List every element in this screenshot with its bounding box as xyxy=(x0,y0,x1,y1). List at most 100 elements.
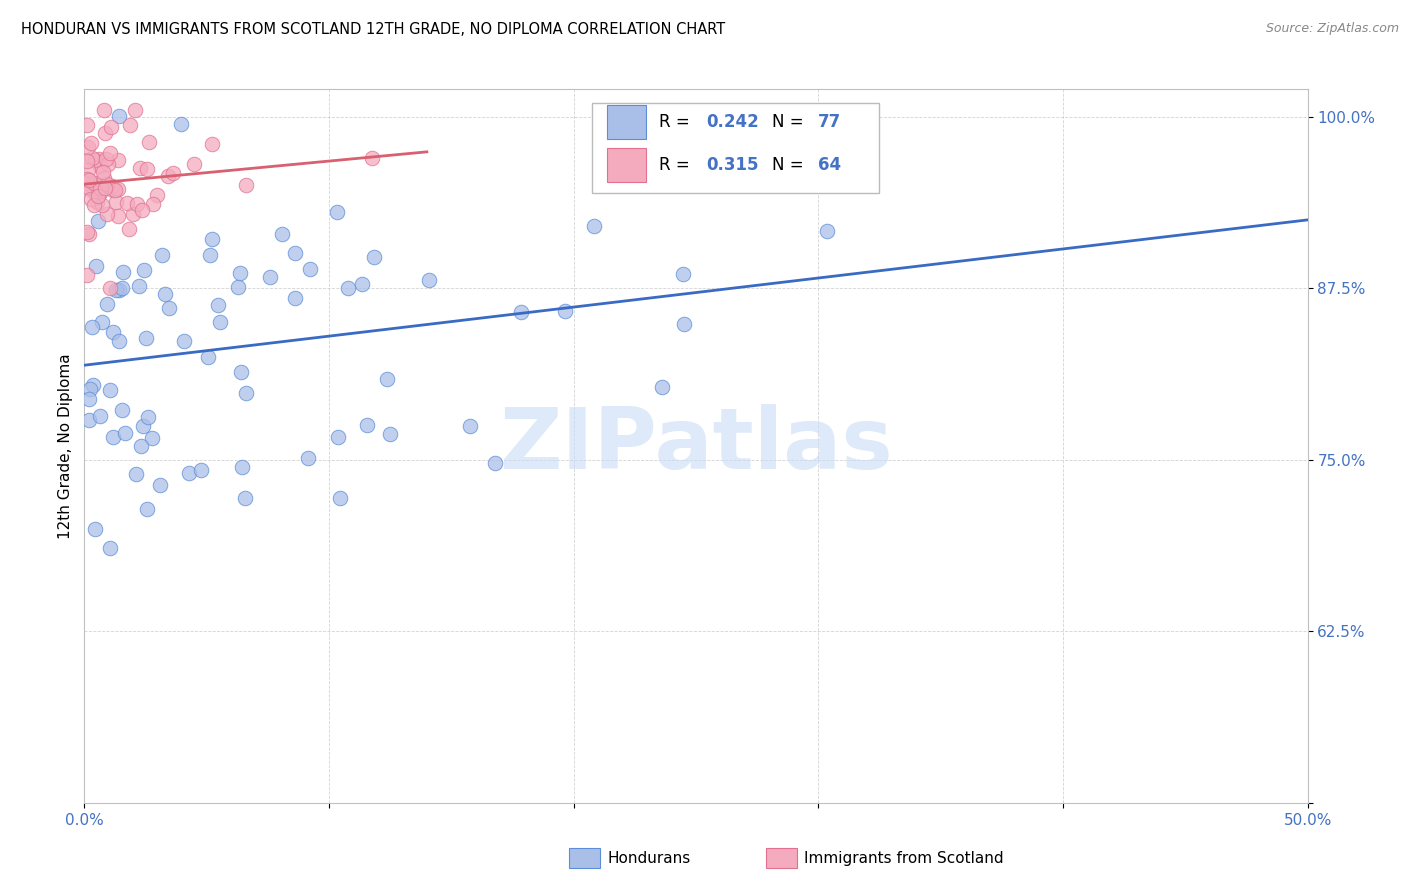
Point xyxy=(235,386,257,401)
Point xyxy=(79,180,101,194)
Text: 0.242: 0.242 xyxy=(706,113,758,131)
Point xyxy=(124,103,146,117)
Point xyxy=(83,153,105,167)
Point xyxy=(80,192,103,206)
Point xyxy=(84,259,107,273)
Point xyxy=(208,315,231,329)
Point xyxy=(91,198,114,212)
Point xyxy=(138,135,160,149)
Point xyxy=(98,541,121,555)
Point xyxy=(270,227,292,242)
Point xyxy=(82,320,104,334)
Point xyxy=(121,207,143,221)
Point xyxy=(297,451,319,466)
Point xyxy=(129,439,152,453)
Point xyxy=(89,186,111,200)
Point xyxy=(111,403,134,417)
Point xyxy=(226,279,249,293)
Point xyxy=(173,334,195,348)
Point xyxy=(82,184,104,198)
Point xyxy=(98,146,121,161)
Point xyxy=(83,197,105,211)
Point xyxy=(103,429,125,443)
Point xyxy=(356,417,378,432)
Point xyxy=(114,426,136,441)
Point xyxy=(375,372,398,386)
Point xyxy=(229,365,252,379)
Point xyxy=(326,430,349,444)
Point xyxy=(231,460,253,475)
Point xyxy=(87,186,110,201)
Point xyxy=(107,182,129,196)
Point xyxy=(235,178,257,193)
Point xyxy=(170,117,193,131)
Point xyxy=(162,166,184,180)
Text: 77: 77 xyxy=(818,113,842,131)
Point xyxy=(91,315,114,329)
Point xyxy=(77,163,100,178)
Point xyxy=(132,263,155,277)
Point xyxy=(83,177,105,191)
Point xyxy=(97,157,120,171)
Point xyxy=(418,273,440,287)
Text: ZIPatlas: ZIPatlas xyxy=(499,404,893,488)
Point xyxy=(77,392,100,406)
Point xyxy=(82,151,104,165)
Point xyxy=(82,378,104,392)
Point xyxy=(89,159,111,173)
Point xyxy=(76,118,98,132)
Point xyxy=(93,103,115,117)
Text: R =: R = xyxy=(659,113,696,131)
Point xyxy=(87,153,110,167)
Point xyxy=(107,209,129,223)
Point xyxy=(77,413,100,427)
Text: Hondurans: Hondurans xyxy=(607,851,690,865)
Text: N =: N = xyxy=(772,156,808,174)
Point xyxy=(815,224,838,238)
Point xyxy=(201,232,224,246)
FancyBboxPatch shape xyxy=(606,105,645,139)
FancyBboxPatch shape xyxy=(606,148,645,182)
Point xyxy=(76,172,98,186)
Point xyxy=(76,153,98,168)
Point xyxy=(284,292,307,306)
Point xyxy=(329,491,352,505)
Point xyxy=(135,331,157,345)
Point xyxy=(108,109,131,123)
Point xyxy=(89,409,111,423)
Point xyxy=(98,281,121,295)
Point xyxy=(107,153,129,167)
Point xyxy=(198,248,221,262)
Point xyxy=(177,466,200,480)
Point xyxy=(326,204,349,219)
Text: N =: N = xyxy=(772,113,808,131)
Point xyxy=(197,350,219,364)
Point xyxy=(131,202,153,217)
Point xyxy=(77,173,100,187)
Point xyxy=(128,279,150,293)
Point xyxy=(93,165,115,179)
Point xyxy=(111,281,134,295)
FancyBboxPatch shape xyxy=(592,103,880,193)
Point xyxy=(100,120,122,134)
Point xyxy=(554,304,576,318)
Point xyxy=(94,180,117,194)
Point xyxy=(510,305,533,319)
Point xyxy=(136,409,159,424)
Point xyxy=(79,136,101,150)
Point xyxy=(259,269,281,284)
Point xyxy=(135,501,157,516)
Point xyxy=(149,478,172,492)
Point xyxy=(651,379,673,393)
Point xyxy=(76,225,98,239)
Point xyxy=(146,188,169,202)
Text: R =: R = xyxy=(659,156,696,174)
Point xyxy=(93,171,115,186)
Point xyxy=(86,213,108,227)
Point xyxy=(101,183,124,197)
Point xyxy=(350,277,373,291)
Point xyxy=(673,317,696,331)
Point xyxy=(87,189,110,203)
Point xyxy=(94,126,117,140)
Text: 0.315: 0.315 xyxy=(706,156,758,174)
